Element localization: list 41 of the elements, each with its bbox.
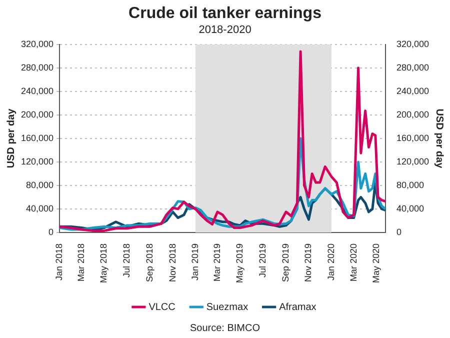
x-tick-label: Jul 2019 xyxy=(257,243,268,278)
y2-tick-label: 160,000 xyxy=(396,132,430,143)
x-tick-label: Jul 2018 xyxy=(121,243,132,278)
x-tick-label: May 2019 xyxy=(234,243,245,284)
y-tick-label: 280,000 xyxy=(20,62,54,72)
source-note: Source: BIMCO xyxy=(188,322,262,336)
legend-label: Aframax xyxy=(279,302,316,313)
x-tick-label: Sep 2019 xyxy=(280,243,290,282)
y-tick-label: 40,000 xyxy=(26,203,54,214)
y2-tick-label: 240,000 xyxy=(396,86,430,96)
x-tick-label: Jan 2020 xyxy=(326,243,336,281)
y2-tick-label: 40,000 xyxy=(396,203,424,214)
y2-tick-label: 0 xyxy=(396,226,402,237)
legend-label: VLCC xyxy=(148,302,176,313)
x-tick-label: Nov 2019 xyxy=(303,243,314,282)
x-tick-label: Mar 2020 xyxy=(348,243,358,282)
y2-tick-label: 80,000 xyxy=(396,180,424,190)
y2-tick-label: 120,000 xyxy=(396,156,430,166)
x-tick-label: Nov 2018 xyxy=(167,243,178,282)
x-tick-label: Jan 2019 xyxy=(190,243,200,281)
x-tick-label: Mar 2019 xyxy=(212,243,222,282)
x-tick-label: Mar 2018 xyxy=(76,243,86,282)
y-tick-label: 200,000 xyxy=(20,109,54,120)
y-tick-label: 160,000 xyxy=(20,132,54,143)
chart-subtitle: 2018-2020 xyxy=(198,24,252,36)
x-tick-label: May 2018 xyxy=(98,243,109,284)
x-tick-label: May 2020 xyxy=(371,243,382,284)
y-tick-label: 80,000 xyxy=(26,180,54,190)
chart-title: Crude oil tanker earnings xyxy=(128,5,322,22)
y-tick-label: 240,000 xyxy=(20,86,54,96)
y-axis-title: USD per day xyxy=(6,108,17,168)
y2-tick-label: 320,000 xyxy=(396,38,430,49)
y2-tick-label: 200,000 xyxy=(396,109,430,120)
y-tick-label: 120,000 xyxy=(20,156,54,166)
x-tick-label: Sep 2018 xyxy=(144,243,155,282)
x-tick-label: Jan 2018 xyxy=(54,243,64,281)
y2-axis-title: USD per day xyxy=(433,108,444,169)
legend-label: Suezmax xyxy=(206,302,248,313)
y-tick-label: 320,000 xyxy=(20,38,54,49)
y2-tick-label: 280,000 xyxy=(396,62,430,72)
y-tick-label: 0 xyxy=(48,226,54,237)
